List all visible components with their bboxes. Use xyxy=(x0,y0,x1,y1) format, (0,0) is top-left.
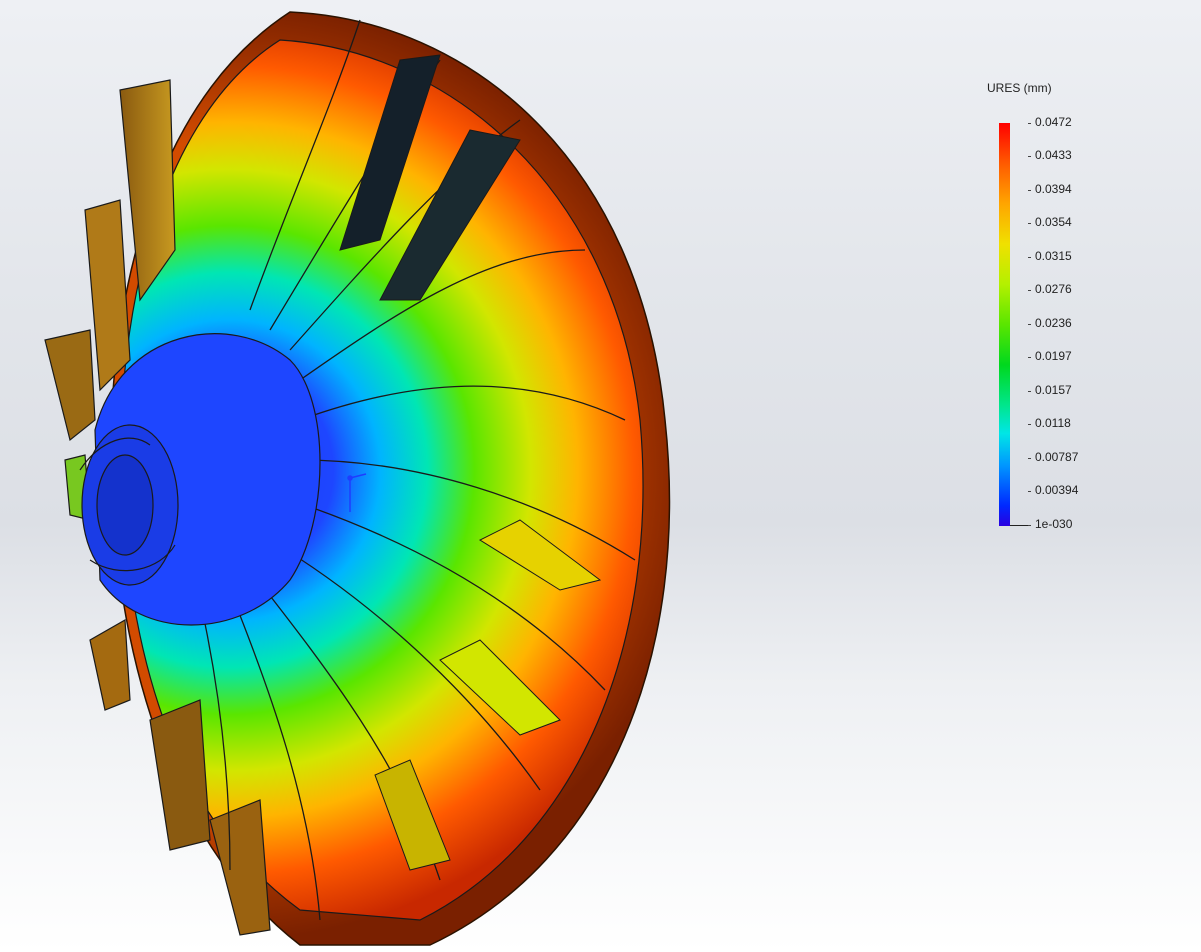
legend-tick: 0.0394 xyxy=(1028,182,1072,196)
legend-tick: 0.00787 xyxy=(1027,450,1079,464)
legend-color-bar xyxy=(999,123,1010,526)
legend-tick: 0.0276 xyxy=(1028,282,1072,296)
legend-tick: 0.0354 xyxy=(1028,215,1072,229)
legend-tick: 0.0197 xyxy=(1028,349,1072,363)
results-legend[interactable]: URES (mm) 0.0472 0.0433 0.0394 0.0354 0.… xyxy=(980,76,1120,546)
legend-tick: 0.00394 xyxy=(1027,483,1079,497)
legend-title: URES (mm) xyxy=(987,81,1052,95)
legend-tick: 1e-030 xyxy=(1027,517,1073,531)
legend-tick: 0.0118 xyxy=(1028,416,1071,430)
legend-tick: 0.0433 xyxy=(1028,148,1072,162)
legend-tick: 0.0157 xyxy=(1028,383,1072,397)
blade-slabs xyxy=(339,54,602,871)
impeller-hub xyxy=(79,333,321,626)
legend-tick: 0.0315 xyxy=(1028,249,1072,263)
legend-tick: 0.0236 xyxy=(1028,316,1072,330)
coordinate-triad-icon xyxy=(347,473,367,512)
back-blades xyxy=(44,79,271,936)
legend-bottom-tick xyxy=(1010,525,1031,526)
legend-tick: 0.0472 xyxy=(1028,115,1072,129)
